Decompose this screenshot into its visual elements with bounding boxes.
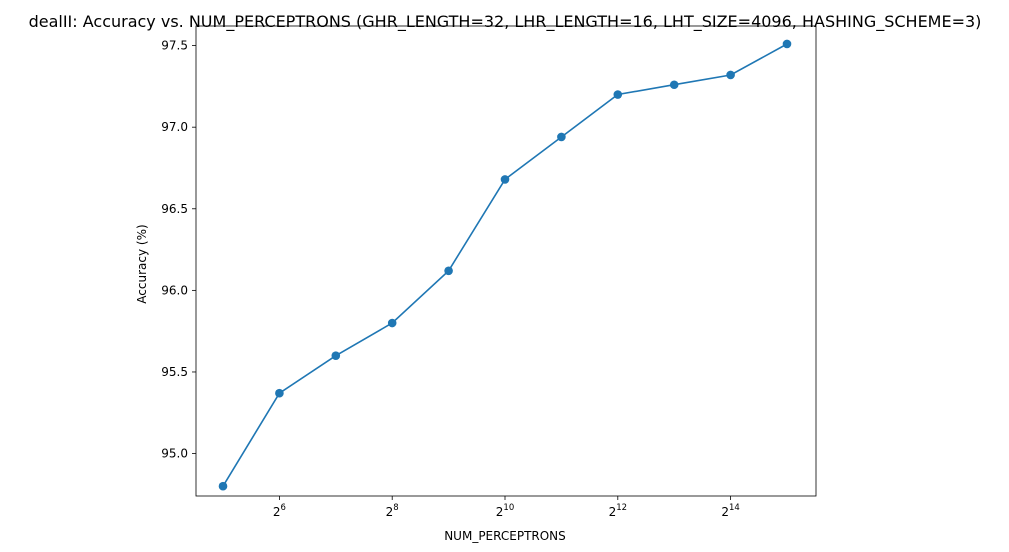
y-axis: 95.0 95.5 96.0 96.5 97.0 97.5 <box>161 39 196 461</box>
data-point <box>613 90 623 99</box>
data-point <box>387 318 397 328</box>
x-tick-base: 2 <box>273 505 281 519</box>
x-tick-base: 2 <box>721 505 729 519</box>
series-line <box>222 43 788 487</box>
data-point <box>275 388 284 398</box>
data-point <box>726 70 735 80</box>
y-tick-label: 97.5 <box>161 39 188 53</box>
x-tick-base: 2 <box>386 505 394 519</box>
plot-frame <box>195 25 817 497</box>
x-tick-base: 2 <box>496 505 504 519</box>
y-tick-label: 97.0 <box>161 120 188 134</box>
series-group <box>218 39 792 491</box>
y-tick-label: 95.5 <box>161 365 188 379</box>
x-tick-exponent: 8 <box>393 503 398 513</box>
x-tick-exponent: 6 <box>281 503 286 513</box>
data-point <box>669 80 679 90</box>
x-tick-label: 214 <box>721 503 739 519</box>
data-point <box>557 132 566 142</box>
x-axis: 26 28 210 212 214 <box>273 496 740 519</box>
data-point <box>331 351 341 360</box>
chart-title: dealII: Accuracy vs. NUM_PERCEPTRONS (GH… <box>29 12 982 32</box>
x-tick-exponent: 12 <box>616 503 627 513</box>
x-tick-exponent: 14 <box>729 503 740 513</box>
data-point <box>782 39 792 49</box>
data-point <box>500 175 510 184</box>
x-axis-label: NUM_PERCEPTRONS <box>444 529 566 543</box>
x-tick-label: 28 <box>386 503 399 519</box>
x-tick-label: 26 <box>273 503 286 519</box>
y-tick-label: 96.5 <box>161 202 188 216</box>
data-point <box>444 266 453 276</box>
data-point <box>218 481 228 491</box>
x-tick-label: 210 <box>496 503 514 519</box>
y-tick-label: 95.0 <box>161 447 188 461</box>
x-tick-label: 212 <box>609 503 627 519</box>
y-axis-label: Accuracy (%) <box>135 224 149 303</box>
x-tick-base: 2 <box>609 505 617 519</box>
y-tick-label: 96.0 <box>161 283 188 297</box>
x-tick-exponent: 10 <box>503 503 514 513</box>
